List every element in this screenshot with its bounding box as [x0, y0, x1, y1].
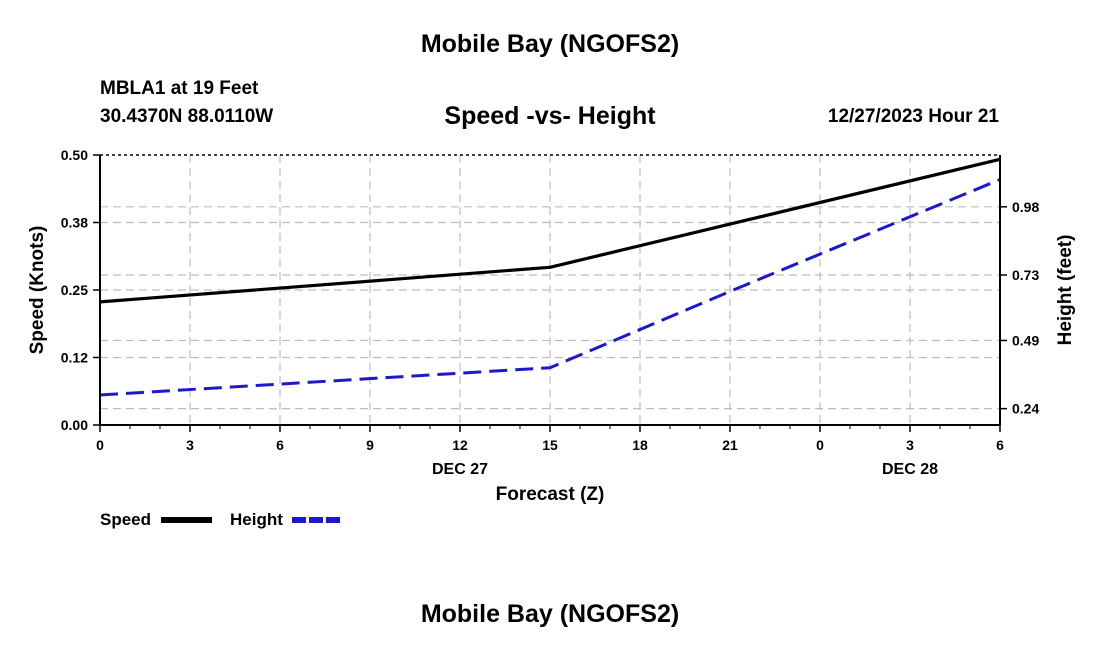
x-tick-label: 12	[452, 437, 468, 453]
legend-speed-label: Speed	[100, 510, 151, 529]
y-left-tick-label: 0.50	[61, 147, 88, 163]
y-right-tick-label: 0.24	[1012, 401, 1039, 417]
series-line-speed	[99, 157, 1001, 304]
date-label: DEC 28	[882, 461, 938, 478]
x-tick-label: 6	[276, 437, 284, 453]
y-left-axis-label: Speed (Knots)	[27, 226, 48, 355]
date-label: DEC 27	[432, 461, 488, 478]
legend: Speed Height	[100, 510, 342, 529]
x-axis-label: Forecast (Z)	[496, 484, 605, 505]
x-tick-label: 3	[186, 437, 194, 453]
series-line-height	[99, 178, 1001, 397]
y-left-tick-label: 0.12	[61, 350, 88, 366]
x-tick-label: 0	[816, 437, 824, 453]
y-right-tick-label: 0.98	[1012, 199, 1039, 215]
footer-title: Mobile Bay (NGOFS2)	[420, 600, 680, 628]
y-left-tick-label: 0.00	[61, 417, 88, 433]
chart-title: Speed -vs- Height	[444, 102, 656, 130]
coordinates-label: 30.4370N 88.0110W	[100, 106, 274, 127]
y-right-axis-label: Height (feet)	[1055, 235, 1076, 346]
x-tick-label: 18	[632, 437, 648, 453]
page-title: Mobile Bay (NGOFS2)	[420, 30, 680, 58]
x-tick-label: 15	[542, 437, 558, 453]
y-right-tick-label: 0.73	[1012, 267, 1039, 283]
x-tick-label: 9	[366, 437, 374, 453]
station-label: MBLA1 at 19 Feet	[100, 78, 259, 99]
x-tick-label: 6	[996, 437, 1004, 453]
x-tick-label: 21	[722, 437, 738, 453]
y-right-tick-label: 0.49	[1012, 332, 1039, 348]
x-tick-label: 0	[96, 437, 104, 453]
legend-height-label: Height	[230, 510, 283, 529]
y-left-tick-label: 0.25	[61, 282, 88, 298]
x-tick-label: 3	[906, 437, 914, 453]
y-left-tick-label: 0.38	[61, 215, 88, 231]
timestamp-label: 12/27/2023 Hour 21	[827, 106, 999, 127]
